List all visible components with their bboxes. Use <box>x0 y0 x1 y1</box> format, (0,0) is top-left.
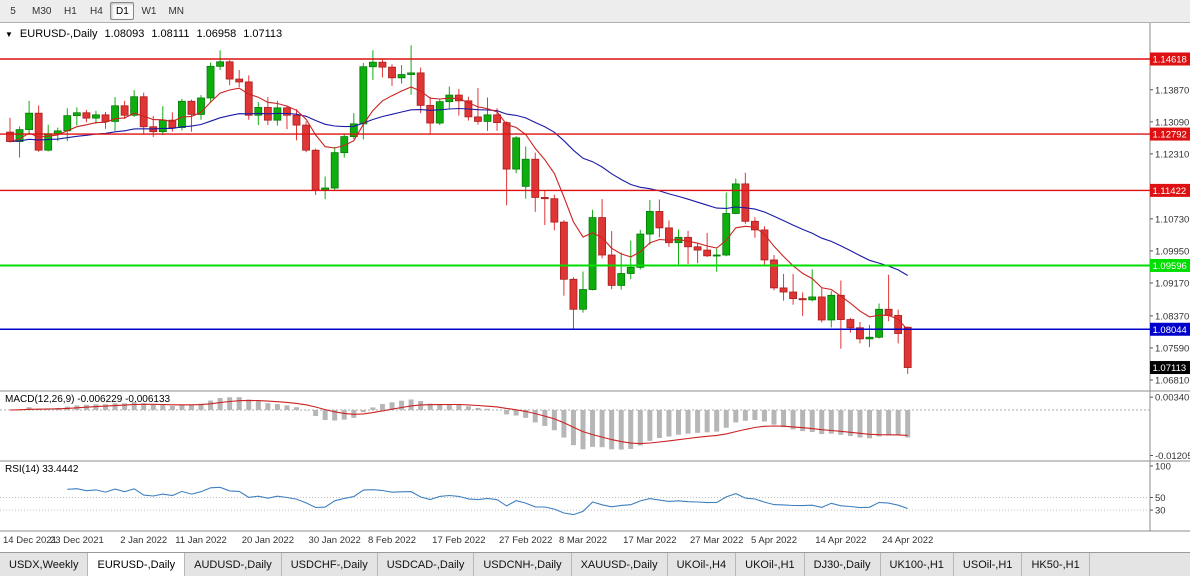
symbol-dropdown-icon[interactable]: ▼ <box>5 29 13 39</box>
svg-text:1.09950: 1.09950 <box>1155 246 1189 257</box>
chart-header: ▼ EURUSD-,Daily 1.08093 1.08111 1.06958 … <box>5 28 282 40</box>
svg-text:100: 100 <box>1155 462 1171 473</box>
timeframe-button-mn[interactable]: MN <box>163 2 190 20</box>
timeframe-button-m30[interactable]: M30 <box>27 2 57 20</box>
level-price-badge: 1.09596 <box>1150 258 1190 272</box>
timeframe-button-w1[interactable]: W1 <box>136 2 162 20</box>
svg-text:1.07113: 1.07113 <box>1153 363 1187 374</box>
chart-tab-eurusd-daily[interactable]: EURUSD-,Daily <box>88 553 186 576</box>
macd-axis-labels: 0.00340 -0.01205 <box>1150 393 1190 462</box>
chart-symbol-label: EURUSD-,Daily <box>19 28 98 40</box>
svg-text:14 Apr 2022: 14 Apr 2022 <box>815 535 866 546</box>
svg-text:1.10730: 1.10730 <box>1155 214 1189 225</box>
svg-text:1.06810: 1.06810 <box>1155 375 1189 386</box>
price-axis-labels: 1.13870 1.13090 1.12310 1.10730 1.09950 1.091… <box>1150 85 1189 386</box>
svg-text:24 Apr 2022: 24 Apr 2022 <box>882 535 933 546</box>
timeframe-toolbar: 5 M30 H1 H4 D1 W1 MN <box>0 0 1190 23</box>
svg-text:8 Feb 2022: 8 Feb 2022 <box>368 535 416 546</box>
svg-text:30 Jan 2022: 30 Jan 2022 <box>309 535 361 546</box>
chart-tabs-bar: USDX,Weekly EURUSD-,Daily AUDUSD-,Daily USD… <box>0 552 1190 576</box>
chart-tab-uk100-h1[interactable]: UK100-,H1 <box>880 553 954 576</box>
chart-tab-usoil-h1[interactable]: USOil-,H1 <box>953 553 1023 576</box>
level-price-badge: 1.08044 <box>1150 322 1190 336</box>
chart-tab-usdcnh-daily[interactable]: USDCNH-,Daily <box>474 553 572 576</box>
svg-text:17 Mar 2022: 17 Mar 2022 <box>623 535 676 546</box>
ohlc-low-value: 1.06958 <box>196 28 237 40</box>
current-price-badge: 1.07113 <box>1150 361 1190 375</box>
svg-text:30: 30 <box>1155 506 1166 517</box>
level-price-badge: 1.12792 <box>1150 127 1190 141</box>
candlestick-chart[interactable]: 1.13870 1.13090 1.12310 1.10730 1.09950 1.091… <box>0 23 1190 552</box>
svg-text:23 Dec 2021: 23 Dec 2021 <box>50 535 104 546</box>
svg-text:20 Jan 2022: 20 Jan 2022 <box>242 535 294 546</box>
svg-text:1.14618: 1.14618 <box>1153 55 1187 66</box>
level-price-badge: 1.14618 <box>1150 52 1190 66</box>
rsi-line <box>67 486 908 516</box>
svg-text:1.08044: 1.08044 <box>1153 325 1187 336</box>
svg-text:1.13090: 1.13090 <box>1155 117 1189 128</box>
svg-text:-0.01205: -0.01205 <box>1155 451 1190 462</box>
timeframe-button-5[interactable]: 5 <box>1 2 25 20</box>
svg-text:1.08370: 1.08370 <box>1155 311 1189 322</box>
svg-text:1.12792: 1.12792 <box>1153 130 1187 141</box>
svg-text:1.11422: 1.11422 <box>1153 186 1187 197</box>
svg-text:1.09170: 1.09170 <box>1155 278 1189 289</box>
svg-text:1.09596: 1.09596 <box>1153 261 1187 272</box>
macd-histogram <box>17 397 911 450</box>
svg-text:1.12310: 1.12310 <box>1155 149 1189 160</box>
ma-slow-line <box>9 107 908 276</box>
rsi-axis-labels: 100 50 30 <box>1150 462 1171 517</box>
chart-tab-hk50-h1[interactable]: HK50-,H1 <box>1022 553 1090 576</box>
svg-text:27 Mar 2022: 27 Mar 2022 <box>690 535 743 546</box>
timeframe-button-d1[interactable]: D1 <box>110 2 135 20</box>
chart-tab-usdx-weekly[interactable]: USDX,Weekly <box>0 553 89 576</box>
macd-indicator-label: MACD(12,26,9) -0.006229 -0.006133 <box>5 394 171 405</box>
svg-text:5 Apr 2022: 5 Apr 2022 <box>751 535 797 546</box>
macd-signal-line <box>9 399 908 445</box>
svg-text:8 Mar 2022: 8 Mar 2022 <box>559 535 607 546</box>
chart-tab-dj30-daily[interactable]: DJ30-,Daily <box>804 553 881 576</box>
chart-tab-ukoil-h1[interactable]: UKOil-,H1 <box>736 553 805 576</box>
ma-fast-line <box>9 86 909 331</box>
svg-text:1.13870: 1.13870 <box>1155 85 1189 96</box>
svg-text:2 Jan 2022: 2 Jan 2022 <box>120 535 167 546</box>
svg-text:11 Jan 2022: 11 Jan 2022 <box>175 535 227 546</box>
rsi-indicator-label: RSI(14) 33.4442 <box>5 464 79 475</box>
svg-text:1.07590: 1.07590 <box>1155 343 1189 354</box>
svg-text:14 Dec 2021: 14 Dec 2021 <box>3 535 57 546</box>
svg-text:17 Feb 2022: 17 Feb 2022 <box>432 535 485 546</box>
chart-tab-usdchf-daily[interactable]: USDCHF-,Daily <box>281 553 378 576</box>
ohlc-close-value: 1.07113 <box>243 28 283 40</box>
level-price-badge: 1.11422 <box>1150 183 1190 197</box>
ohlc-high-value: 1.08111 <box>151 28 190 40</box>
ohlc-open-value: 1.08093 <box>104 28 145 40</box>
chart-tab-audusd-daily[interactable]: AUDUSD-,Daily <box>185 553 282 576</box>
chart-tab-ukoil-h4[interactable]: UKOil-,H4 <box>667 553 737 576</box>
chart-tab-usdcad-daily[interactable]: USDCAD-,Daily <box>377 553 475 576</box>
chart-tab-xauusd-daily[interactable]: XAUUSD-,Daily <box>571 553 668 576</box>
chart-area[interactable]: 1.13870 1.13090 1.12310 1.10730 1.09950 1.091… <box>0 23 1190 552</box>
svg-text:50: 50 <box>1155 493 1166 504</box>
timeframe-button-h1[interactable]: H1 <box>58 2 83 20</box>
timeframe-button-h4[interactable]: H4 <box>84 2 109 20</box>
svg-text:27 Feb 2022: 27 Feb 2022 <box>499 535 552 546</box>
svg-text:0.00340: 0.00340 <box>1155 393 1189 404</box>
candlestick-series <box>6 45 912 374</box>
